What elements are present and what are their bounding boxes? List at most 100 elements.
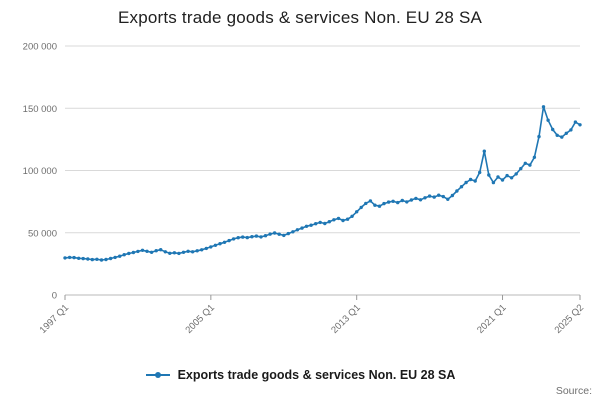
x-tick-label: 1997 Q1	[38, 302, 72, 336]
data-point-marker	[478, 170, 482, 175]
data-point-marker	[300, 226, 304, 230]
data-point-marker	[468, 177, 473, 182]
data-point-marker	[377, 204, 382, 208]
data-point-marker	[359, 205, 363, 210]
data-point-marker	[569, 128, 573, 132]
data-point-marker	[99, 258, 104, 262]
data-point-marker	[122, 253, 126, 257]
data-point-marker	[405, 200, 409, 204]
series-line[interactable]	[63, 105, 582, 262]
data-point-marker	[149, 250, 154, 254]
data-point-marker	[90, 257, 95, 262]
data-point-marker	[427, 194, 432, 198]
data-point-marker	[327, 220, 331, 224]
legend-marker-icon	[145, 370, 171, 380]
data-point-marker	[414, 196, 418, 201]
data-point-marker	[181, 250, 186, 254]
data-point-marker	[95, 257, 99, 261]
data-point-marker	[108, 256, 113, 261]
data-point-marker	[241, 235, 245, 239]
data-point-marker	[386, 200, 391, 204]
data-point-marker	[560, 135, 564, 139]
data-point-marker	[368, 199, 373, 203]
data-point-marker	[209, 245, 213, 249]
data-point-marker	[318, 220, 322, 225]
data-point-marker	[259, 235, 263, 239]
data-point-marker	[268, 232, 272, 236]
data-point-marker	[272, 231, 277, 235]
data-point-marker	[514, 172, 518, 176]
data-point-marker	[500, 178, 505, 182]
data-point-marker	[72, 255, 76, 260]
data-point-marker	[455, 189, 459, 193]
legend-label: Exports trade goods & services Non. EU 2…	[177, 368, 456, 382]
data-point-marker	[227, 238, 231, 243]
data-point-marker	[332, 218, 336, 222]
data-point-marker	[345, 217, 350, 221]
data-point-marker	[341, 218, 345, 223]
data-point-marker	[551, 127, 555, 132]
data-point-marker	[409, 198, 414, 202]
data-point-marker	[291, 230, 295, 234]
data-point-marker	[400, 198, 404, 203]
data-point-marker	[250, 235, 254, 239]
data-point-marker	[323, 221, 327, 226]
data-point-marker	[127, 251, 131, 256]
chart-title: Exports trade goods & services Non. EU 2…	[117, 8, 483, 27]
data-point-marker	[163, 250, 167, 254]
data-point-marker	[437, 193, 441, 197]
y-tick-label: 50 000	[28, 228, 57, 239]
data-point-marker	[177, 251, 181, 256]
data-point-marker	[222, 240, 227, 244]
data-point-marker	[77, 256, 81, 260]
data-point-marker	[573, 120, 578, 124]
data-point-marker	[213, 243, 218, 247]
data-point-marker	[190, 250, 195, 254]
data-point-marker	[218, 242, 222, 246]
x-tick-label: 2025 Q2	[553, 302, 587, 336]
data-point-marker	[487, 173, 491, 177]
data-point-marker	[245, 235, 249, 240]
data-point-marker	[336, 216, 341, 221]
data-point-marker	[86, 257, 90, 261]
x-tick-label: 2021 Q1	[475, 302, 509, 336]
data-point-marker	[277, 232, 281, 236]
data-point-marker	[519, 166, 523, 171]
data-point-marker	[578, 123, 582, 127]
data-point-marker	[491, 180, 496, 185]
data-point-marker	[537, 134, 541, 139]
data-point-marker	[555, 133, 559, 137]
data-point-marker	[391, 199, 395, 203]
data-point-marker	[546, 118, 550, 122]
data-point-marker	[459, 185, 464, 189]
data-point-marker	[104, 257, 108, 262]
legend-item[interactable]: Exports trade goods & services Non. EU 2…	[0, 368, 600, 382]
data-point-marker	[364, 201, 368, 206]
data-point-marker	[118, 254, 122, 258]
data-point-marker	[67, 255, 72, 260]
x-tick-label: 2005 Q1	[183, 302, 217, 336]
data-point-marker	[441, 194, 445, 199]
data-point-marker	[195, 249, 199, 253]
data-point-marker	[140, 248, 145, 252]
data-point-marker	[159, 248, 163, 252]
source-label: Source:	[555, 385, 592, 397]
data-point-marker	[532, 155, 537, 159]
data-point-marker	[186, 249, 190, 253]
data-point-marker	[423, 196, 427, 200]
data-point-marker	[254, 234, 259, 238]
data-point-marker	[81, 256, 85, 261]
data-point-marker	[172, 251, 177, 255]
data-point-marker	[113, 255, 117, 260]
data-point-marker	[496, 175, 500, 179]
data-point-marker	[418, 198, 423, 202]
data-point-marker	[145, 249, 149, 253]
data-point-marker	[263, 234, 268, 238]
x-tick-label: 2013 Q1	[329, 302, 363, 336]
data-point-marker	[396, 200, 400, 205]
data-point-marker	[295, 228, 300, 232]
data-point-marker	[204, 246, 208, 251]
data-point-marker	[473, 179, 477, 183]
y-tick-label: 200 000	[23, 42, 57, 53]
